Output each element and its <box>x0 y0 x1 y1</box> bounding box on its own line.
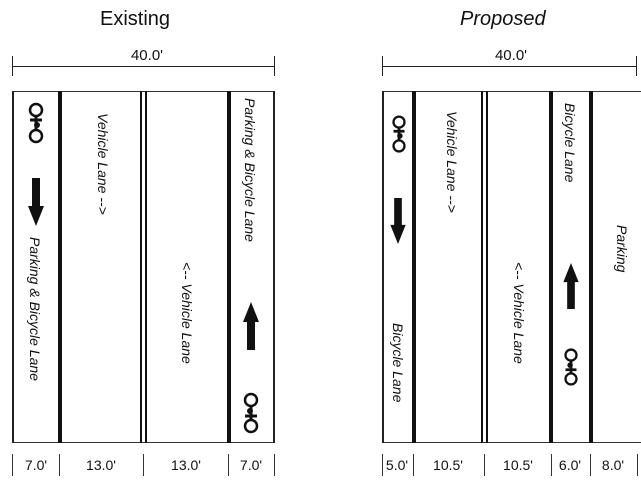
existing-lane-3-label: <-- Vehicle Lane <box>179 262 195 364</box>
proposed-lane-1-width: 5.0' <box>385 457 409 473</box>
existing-lane-4-label: Parking & Bicycle Lane <box>242 98 258 242</box>
existing-total-width: 40.0' <box>130 47 164 64</box>
proposed-meas-sep-1 <box>413 454 414 476</box>
existing-meas-sep-1 <box>59 454 60 476</box>
arrow-down-icon <box>28 178 44 226</box>
existing-center-line-b <box>145 91 147 443</box>
bicycle-icon <box>243 392 259 434</box>
existing-road <box>13 91 274 443</box>
proposed-lane-1-label: Bicycle Lane <box>390 323 406 403</box>
existing-curb-left <box>12 91 14 443</box>
proposed-lane-line-3 <box>549 91 553 443</box>
proposed-meas-sep-0 <box>382 454 383 476</box>
existing-total-dimension-line <box>12 66 274 67</box>
existing-lane-1-width: 7.0' <box>24 457 48 473</box>
existing-meas-sep-0 <box>12 454 13 476</box>
existing-lane-2-label: Vehicle Lane --> <box>95 113 111 215</box>
proposed-lane-5-label: Parking <box>614 225 630 273</box>
existing-lane-2-width: 13.0' <box>86 457 116 473</box>
proposed-meas-sep-3 <box>551 454 552 476</box>
proposed-lane-2-label: Vehicle Lane --> <box>444 111 460 213</box>
bicycle-icon <box>392 115 406 153</box>
proposed-lane-3-width: 10.5' <box>503 457 533 473</box>
existing-meas-sep-3 <box>228 454 229 476</box>
proposed-lane-2-width: 10.5' <box>433 457 463 473</box>
proposed-total-width: 40.0' <box>494 47 528 64</box>
proposed-road <box>383 91 641 443</box>
existing-center-line-a <box>140 91 142 443</box>
proposed-meas-sep-4 <box>590 454 591 476</box>
arrow-up-icon <box>243 302 259 350</box>
proposed-total-dimension-line <box>382 66 636 67</box>
existing-title: Existing <box>100 8 171 30</box>
proposed-lane-line-4 <box>589 91 593 443</box>
existing-curb-right <box>273 91 275 443</box>
proposed-lane-line-1 <box>412 91 416 443</box>
proposed-center-line-a <box>481 91 483 443</box>
existing-lane-line-3 <box>227 91 231 443</box>
existing-total-tick-right <box>274 56 275 76</box>
proposed-lane-4-width: 6.0' <box>558 457 582 473</box>
proposed-center-line-b <box>486 91 488 443</box>
proposed-lane-4-label: Bicycle Lane <box>562 103 578 183</box>
existing-lane-4-width: 7.0' <box>239 457 263 473</box>
proposed-meas-sep-5 <box>637 454 638 476</box>
proposed-total-tick-right <box>636 56 637 76</box>
existing-lane-3-width: 13.0' <box>171 457 201 473</box>
existing-lane-1-label: Parking & Bicycle Lane <box>27 237 43 381</box>
existing-lane-line-1 <box>58 91 62 443</box>
bicycle-icon <box>28 102 44 144</box>
arrow-up-icon <box>563 263 579 309</box>
bicycle-icon <box>564 348 578 386</box>
arrow-down-icon <box>390 198 406 244</box>
proposed-title: Proposed <box>460 8 546 30</box>
proposed-meas-sep-2 <box>484 454 485 476</box>
proposed-lane-3-label: <-- Vehicle Lane <box>511 262 527 364</box>
proposed-curb-left <box>382 91 384 443</box>
existing-meas-sep-4 <box>274 454 275 476</box>
proposed-lane-5-width: 8.0' <box>601 457 625 473</box>
existing-meas-sep-2 <box>143 454 144 476</box>
